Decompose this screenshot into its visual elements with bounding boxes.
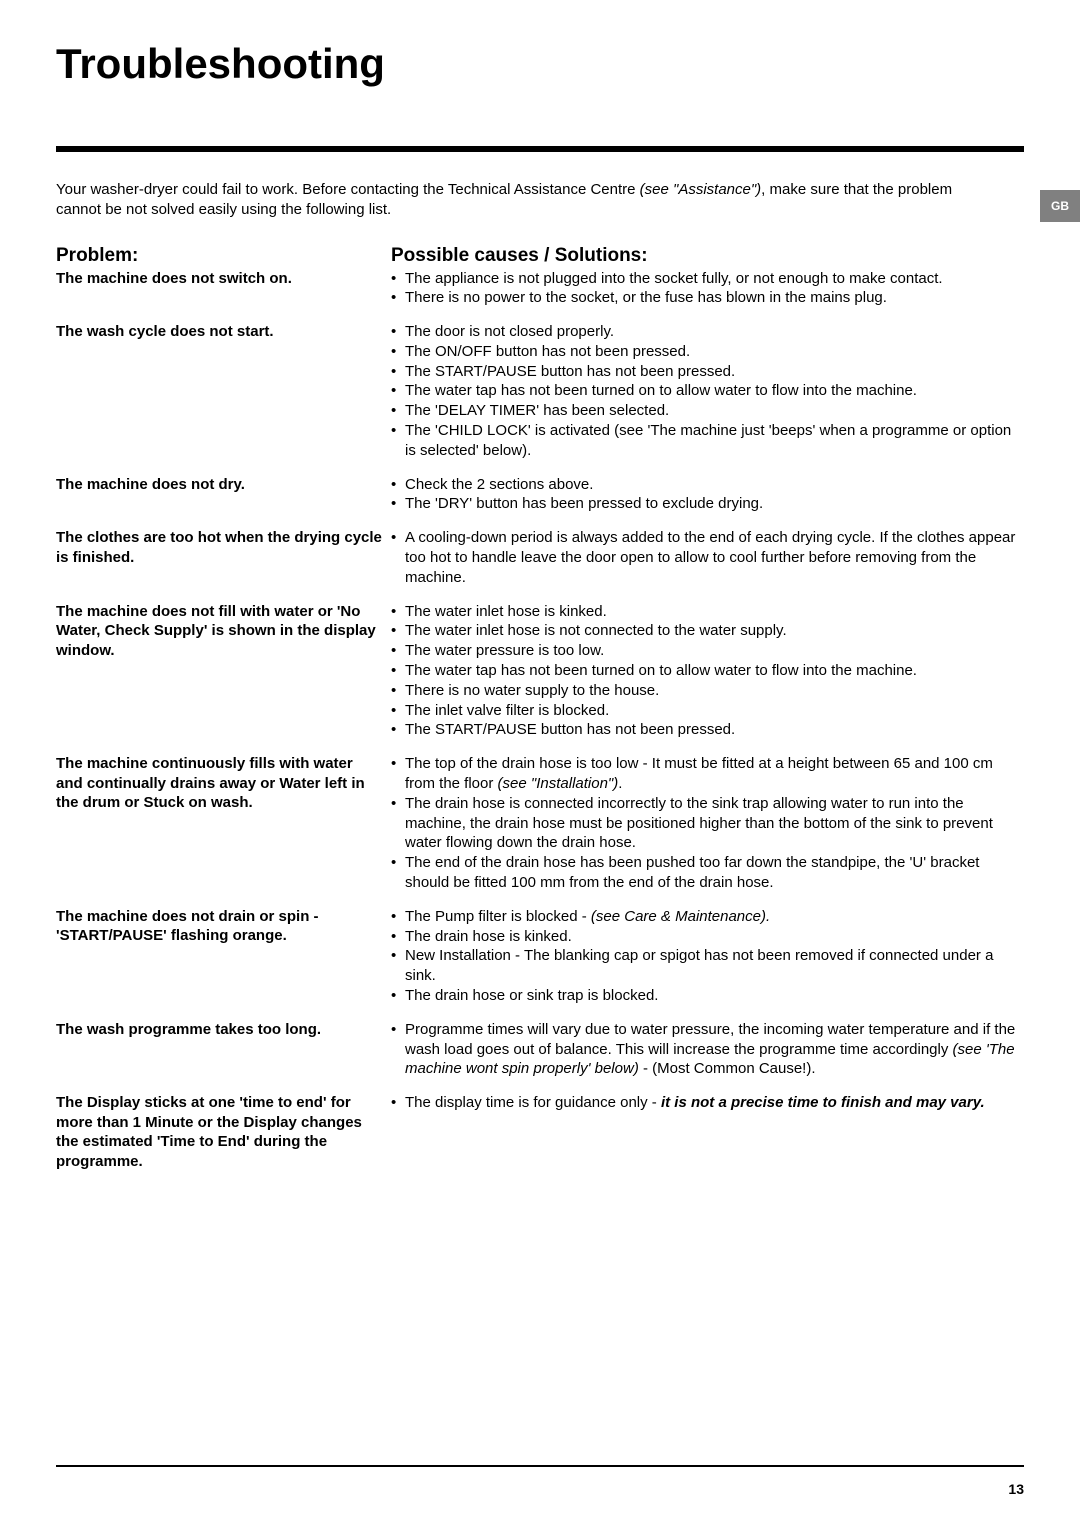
solution-item: Check the 2 sections above. bbox=[391, 475, 1024, 495]
solution-item: There is no power to the socket, or the … bbox=[391, 288, 1024, 308]
solutions-cell: The top of the drain hose is too low - I… bbox=[391, 754, 1024, 893]
solution-item: The water tap has not been turned on to … bbox=[391, 381, 1024, 401]
table-row: The Display sticks at one 'time to end' … bbox=[56, 1093, 1024, 1171]
problem-cell: The machine does not switch on. bbox=[56, 269, 391, 309]
solution-item: The top of the drain hose is too low - I… bbox=[391, 754, 1024, 794]
solution-item: The end of the drain hose has been pushe… bbox=[391, 853, 1024, 893]
solution-item: The display time is for guidance only - … bbox=[391, 1093, 1024, 1113]
solution-item: The Pump filter is blocked - (see Care &… bbox=[391, 907, 1024, 927]
solutions-cell: The door is not closed properly.The ON/O… bbox=[391, 322, 1024, 461]
solution-item: The inlet valve filter is blocked. bbox=[391, 701, 1024, 721]
solution-item: The 'DELAY TIMER' has been selected. bbox=[391, 401, 1024, 421]
solution-item: The ON/OFF button has not been pressed. bbox=[391, 342, 1024, 362]
problem-cell: The wash cycle does not start. bbox=[56, 322, 391, 461]
divider-top bbox=[56, 146, 1024, 152]
problem-cell: The clothes are too hot when the drying … bbox=[56, 528, 391, 587]
column-headers: Problem: Possible causes / Solutions: bbox=[56, 245, 1024, 267]
solutions-cell: The Pump filter is blocked - (see Care &… bbox=[391, 907, 1024, 1006]
table-row: The machine does not dry.Check the 2 sec… bbox=[56, 475, 1024, 515]
solution-item: The START/PAUSE button has not been pres… bbox=[391, 362, 1024, 382]
table-row: The machine continuously fills with wate… bbox=[56, 754, 1024, 893]
intro-pre: Your washer-dryer could fail to work. Be… bbox=[56, 181, 640, 198]
solution-item: The water tap has not been turned on to … bbox=[391, 661, 1024, 681]
problem-cell: The wash programme takes too long. bbox=[56, 1020, 391, 1079]
solutions-header: Possible causes / Solutions: bbox=[391, 245, 1024, 267]
solution-item: The water pressure is too low. bbox=[391, 641, 1024, 661]
solution-item: The water inlet hose is not connected to… bbox=[391, 621, 1024, 641]
problem-cell: The machine does not dry. bbox=[56, 475, 391, 515]
solutions-cell: The appliance is not plugged into the so… bbox=[391, 269, 1024, 309]
page-title: Troubleshooting bbox=[56, 40, 1024, 88]
problem-cell: The machine does not fill with water or … bbox=[56, 602, 391, 741]
solution-item: The water inlet hose is kinked. bbox=[391, 602, 1024, 622]
problem-cell: The machine continuously fills with wate… bbox=[56, 754, 391, 893]
table-row: The machine does not fill with water or … bbox=[56, 602, 1024, 741]
divider-bottom bbox=[56, 1465, 1024, 1467]
table-row: The clothes are too hot when the drying … bbox=[56, 528, 1024, 587]
intro-text: Your washer-dryer could fail to work. Be… bbox=[56, 180, 1024, 221]
language-tab: GB bbox=[1040, 190, 1080, 222]
table-row: The machine does not drain or spin - 'ST… bbox=[56, 907, 1024, 1006]
solutions-cell: The display time is for guidance only - … bbox=[391, 1093, 1024, 1171]
intro-reference: (see "Assistance") bbox=[640, 181, 762, 198]
solution-item: The drain hose is connected incorrectly … bbox=[391, 794, 1024, 853]
troubleshooting-table: The machine does not switch on.The appli… bbox=[56, 269, 1024, 1172]
solution-item: Programme times will vary due to water p… bbox=[391, 1020, 1024, 1079]
solution-item: New Installation - The blanking cap or s… bbox=[391, 946, 1024, 986]
table-row: The wash programme takes too long.Progra… bbox=[56, 1020, 1024, 1079]
solution-item: The 'CHILD LOCK' is activated (see 'The … bbox=[391, 421, 1024, 461]
problem-cell: The Display sticks at one 'time to end' … bbox=[56, 1093, 391, 1171]
solutions-cell: Check the 2 sections above.The 'DRY' but… bbox=[391, 475, 1024, 515]
solution-item: There is no water supply to the house. bbox=[391, 681, 1024, 701]
problem-cell: The machine does not drain or spin - 'ST… bbox=[56, 907, 391, 1006]
solution-item: A cooling-down period is always added to… bbox=[391, 528, 1024, 587]
solutions-cell: A cooling-down period is always added to… bbox=[391, 528, 1024, 587]
solution-item: The START/PAUSE button has not been pres… bbox=[391, 720, 1024, 740]
solution-item: The 'DRY' button has been pressed to exc… bbox=[391, 494, 1024, 514]
page-number: 13 bbox=[1008, 1481, 1024, 1497]
solutions-cell: Programme times will vary due to water p… bbox=[391, 1020, 1024, 1079]
solution-item: The drain hose or sink trap is blocked. bbox=[391, 986, 1024, 1006]
table-row: The wash cycle does not start.The door i… bbox=[56, 322, 1024, 461]
table-row: The machine does not switch on.The appli… bbox=[56, 269, 1024, 309]
solution-item: The door is not closed properly. bbox=[391, 322, 1024, 342]
solution-item: The drain hose is kinked. bbox=[391, 927, 1024, 947]
solutions-cell: The water inlet hose is kinked.The water… bbox=[391, 602, 1024, 741]
solution-item: The appliance is not plugged into the so… bbox=[391, 269, 1024, 289]
problem-header: Problem: bbox=[56, 245, 391, 267]
